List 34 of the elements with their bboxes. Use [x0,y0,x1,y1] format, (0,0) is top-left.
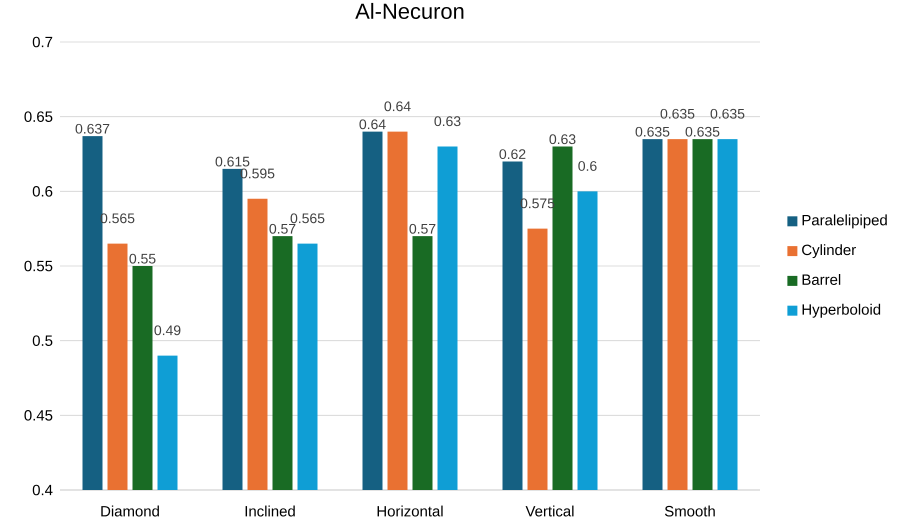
y-tick-label: 0.45 [24,410,52,421]
data-label: 0.63 [434,116,460,126]
data-label: 0.64 [359,119,386,130]
data-label: 0.637 [76,124,110,134]
data-label: 0.6 [578,161,597,171]
data-label: 0.635 [710,108,744,119]
data-label: 0.57 [269,224,296,234]
x-tick-label: Diamond [101,506,159,517]
data-label: 0.55 [129,254,156,264]
legend-label: Cylinder [802,244,856,258]
data-label: 0.635 [660,108,694,119]
x-tick-label: Vertical [526,506,574,517]
y-tick-label: 0.7 [32,36,52,48]
x-tick-label: Smooth [664,506,715,517]
data-label: 0.615 [216,156,250,167]
data-label: 0.49 [154,325,180,336]
data-label: 0.57 [409,224,436,234]
data-label: 0.63 [549,134,576,144]
data-label: 0.635 [636,126,670,137]
legend-label: Hyperboloid [802,304,880,318]
legend-label: Barrel [802,274,840,285]
y-tick-label: 0.6 [32,186,52,197]
data-label: 0.565 [290,213,324,224]
chart-title: Al-Necuron [355,2,464,20]
y-tick-label: 0.4 [32,484,53,496]
legend-label: Paralelipiped [802,214,887,228]
data-label: 0.64 [384,101,411,112]
y-tick-label: 0.65 [24,111,52,122]
y-tick-label: 0.5 [32,335,52,346]
x-tick-label: Inclined [246,506,295,517]
data-label: 0.62 [499,149,526,160]
x-tick-label: Horizontal [378,506,443,517]
y-tick-label: 0.55 [24,260,52,272]
data-label: 0.635 [686,126,720,137]
